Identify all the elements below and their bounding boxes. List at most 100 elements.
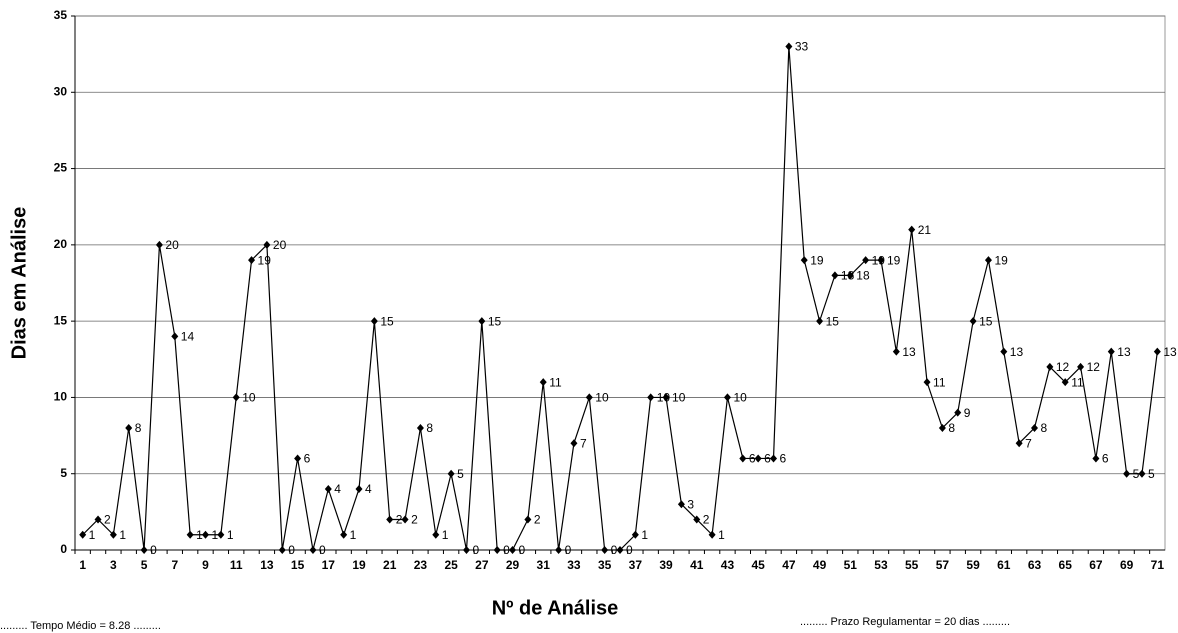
data-point <box>263 240 271 249</box>
x-tick-label: 45 <box>751 558 765 572</box>
x-tick-label: 59 <box>966 558 980 572</box>
data-label: 1 <box>442 528 449 542</box>
data-label: 2 <box>534 513 541 527</box>
data-point <box>539 378 547 387</box>
data-point <box>201 530 209 539</box>
x-tick-label: 69 <box>1120 558 1134 572</box>
data-point <box>862 256 870 265</box>
x-tick-label: 51 <box>844 558 858 572</box>
y-axis-title: Dias em Análise <box>8 207 30 360</box>
data-point <box>1015 439 1023 448</box>
data-point <box>125 423 133 432</box>
data-label: 20 <box>165 238 179 252</box>
data-point <box>509 546 517 554</box>
data-point <box>831 271 839 280</box>
data-label: 0 <box>626 543 633 557</box>
data-point <box>340 530 348 539</box>
data-point <box>278 546 286 554</box>
data-label: 1 <box>211 528 218 542</box>
data-point <box>79 530 87 539</box>
x-tick-label: 63 <box>1028 558 1042 572</box>
x-tick-label: 47 <box>782 558 796 572</box>
data-point <box>355 484 363 493</box>
data-label: 6 <box>780 452 787 466</box>
x-tick-label: 49 <box>813 558 827 572</box>
data-label: 18 <box>856 269 870 283</box>
data-point <box>846 271 854 280</box>
x-tick-label: 43 <box>721 558 735 572</box>
x-tick-label: 33 <box>567 558 581 572</box>
x-tick-label: 71 <box>1151 558 1165 572</box>
x-tick-label: 5 <box>141 558 148 572</box>
y-tick-label: 30 <box>54 84 68 98</box>
data-label: 2 <box>104 513 111 527</box>
data-point <box>1000 347 1008 356</box>
data-point <box>294 454 302 463</box>
data-line <box>82 46 1158 551</box>
data-label: 33 <box>795 40 809 54</box>
data-label: 10 <box>242 391 256 405</box>
data-point <box>693 515 701 524</box>
data-point <box>662 393 670 402</box>
data-label: 2 <box>396 513 403 527</box>
data-label: 0 <box>503 543 510 557</box>
data-label: 2 <box>703 513 710 527</box>
data-point <box>954 408 962 417</box>
x-tick-label: 61 <box>997 558 1011 572</box>
data-label: 8 <box>135 421 142 435</box>
data-point <box>816 317 824 326</box>
data-label: 4 <box>365 482 372 496</box>
data-label: 13 <box>902 345 916 359</box>
data-label: 4 <box>334 482 341 496</box>
data-point <box>493 546 501 554</box>
x-tick-label: 67 <box>1089 558 1103 572</box>
data-label: 7 <box>1025 436 1032 450</box>
data-label: 12 <box>1087 360 1101 374</box>
data-point <box>770 454 778 463</box>
plot-area <box>74 15 1166 551</box>
data-point <box>1031 423 1039 432</box>
data-point <box>984 256 992 265</box>
x-tick-label: 15 <box>291 558 305 572</box>
x-tick-label: 21 <box>383 558 397 572</box>
data-point <box>723 393 731 402</box>
data-label: 15 <box>826 314 840 328</box>
y-tick-label: 10 <box>54 390 68 404</box>
data-label: 6 <box>764 452 771 466</box>
data-label: 8 <box>1041 421 1048 435</box>
data-label: 10 <box>733 391 747 405</box>
y-tick-label: 35 <box>54 8 68 22</box>
x-tick-label: 17 <box>322 558 336 572</box>
data-label: 19 <box>887 253 901 267</box>
data-point <box>585 393 593 402</box>
y-tick-label: 25 <box>54 161 68 175</box>
x-tick-label: 55 <box>905 558 919 572</box>
data-point <box>447 469 455 478</box>
x-tick-label: 27 <box>475 558 489 572</box>
x-axis-title: Nº de Análise <box>492 597 619 619</box>
data-point <box>248 256 256 265</box>
data-point <box>232 393 240 402</box>
data-point <box>155 240 163 249</box>
data-point <box>94 515 102 524</box>
x-tick-label: 29 <box>506 558 520 572</box>
x-tick-label: 7 <box>171 558 178 572</box>
y-tick-label: 0 <box>60 542 67 556</box>
data-point <box>1046 362 1054 371</box>
data-point <box>555 546 563 554</box>
data-point <box>186 530 194 539</box>
data-label: 0 <box>565 543 572 557</box>
data-label: 13 <box>1117 345 1131 359</box>
data-label: 5 <box>1133 467 1140 481</box>
x-tick-label: 53 <box>874 558 888 572</box>
data-label: 20 <box>273 238 287 252</box>
data-point <box>1092 454 1100 463</box>
data-point <box>370 317 378 326</box>
data-label: 14 <box>181 330 195 344</box>
data-label: 8 <box>948 421 955 435</box>
data-point <box>923 378 931 387</box>
data-label: 7 <box>580 436 587 450</box>
annotation: ......... Tempo Médio = 8.28 ......... <box>0 620 161 632</box>
data-label: 10 <box>595 391 609 405</box>
